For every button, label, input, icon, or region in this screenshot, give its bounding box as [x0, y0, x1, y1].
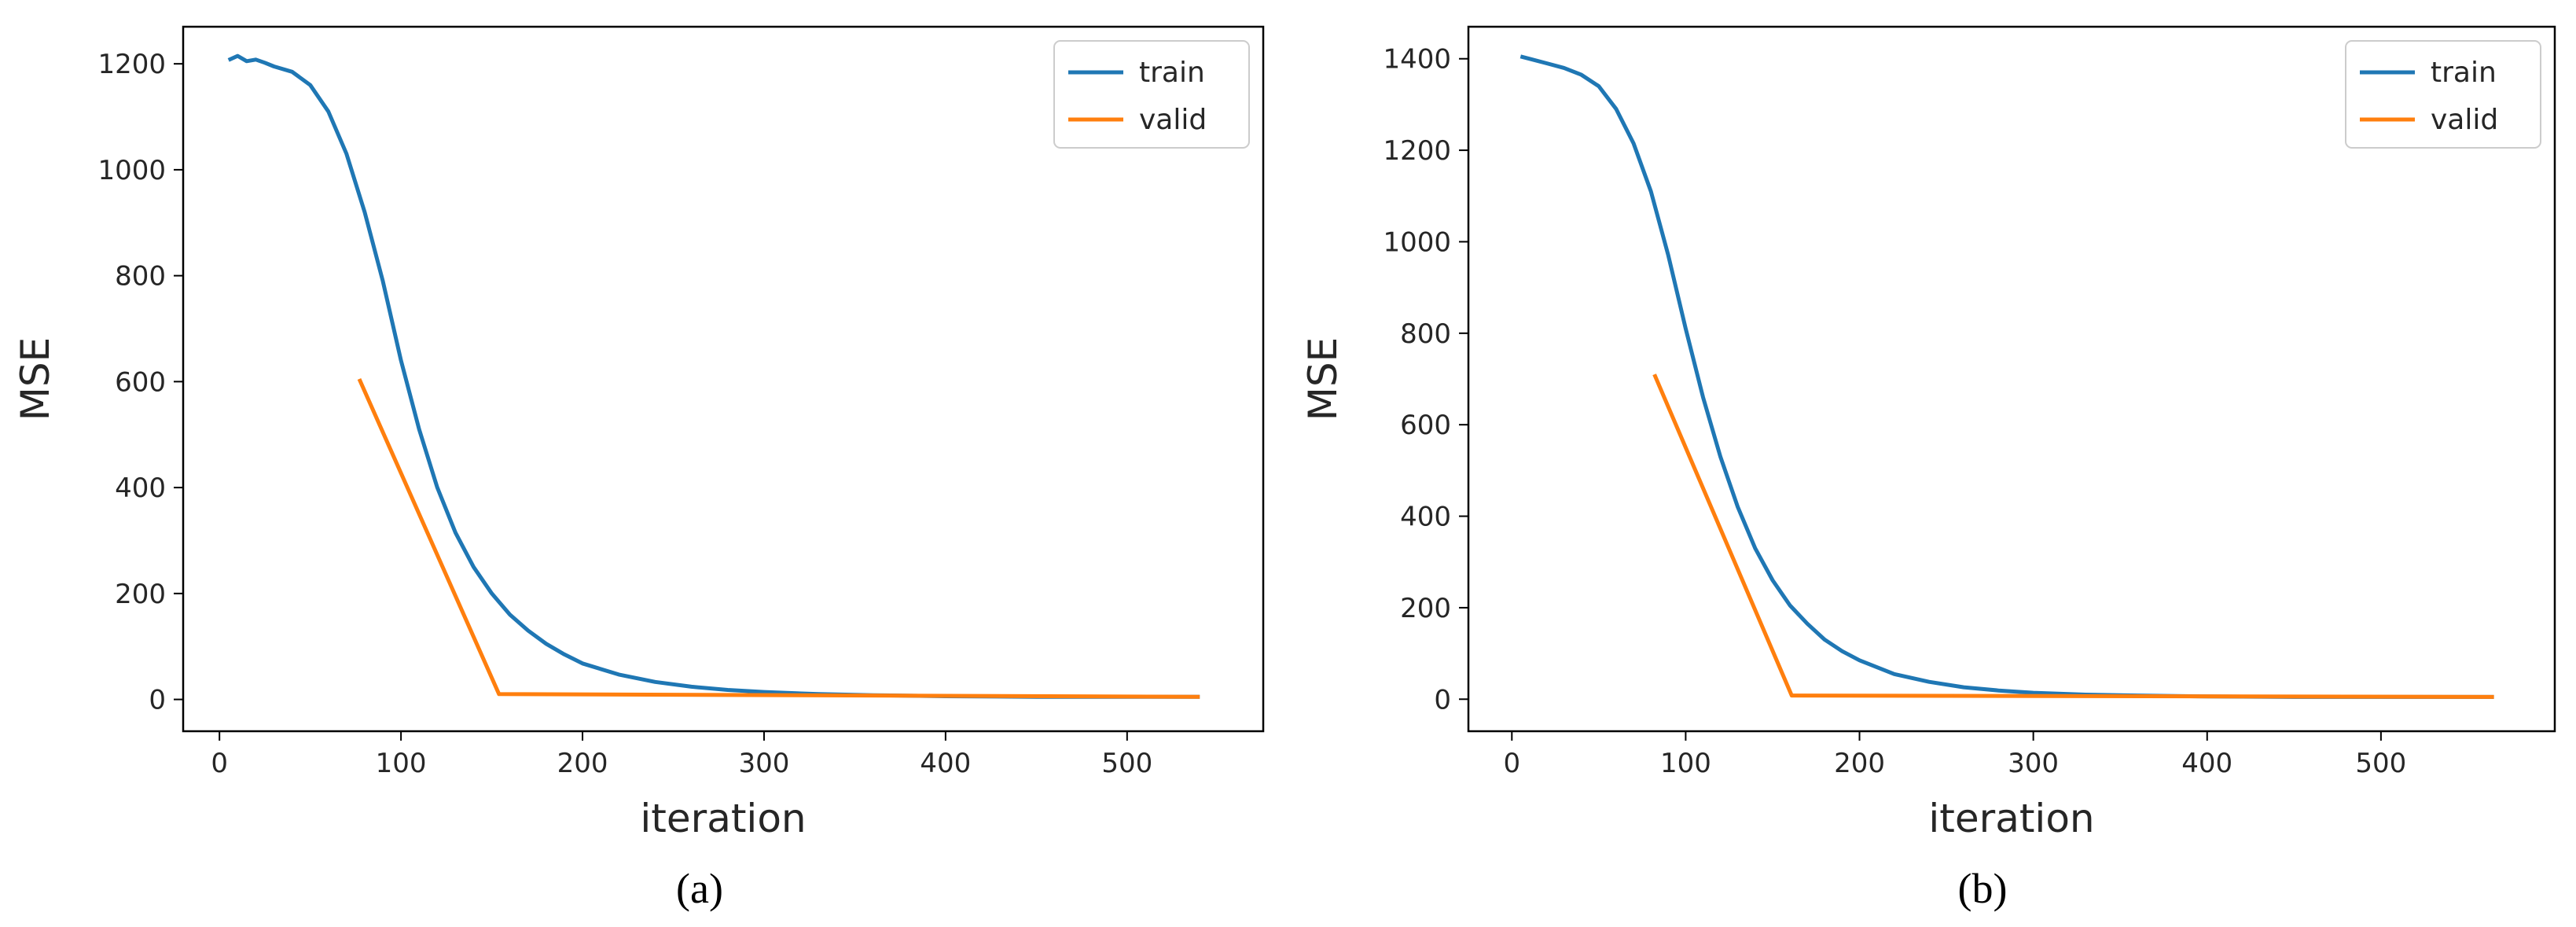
- y-tick-label: 200: [115, 579, 166, 610]
- y-tick-label: 400: [1400, 502, 1451, 533]
- legend: train valid: [1053, 40, 1250, 149]
- y-tick-label: 1400: [1383, 44, 1451, 75]
- y-tick-label: 800: [115, 261, 166, 292]
- y-tick-label: 1200: [1383, 135, 1451, 167]
- y-tick-label: 200: [1400, 593, 1451, 624]
- axes-frame: [182, 25, 1265, 733]
- legend-label-train: train: [1139, 57, 1205, 89]
- chart-panel-b: 0 100 200 300 400 500 0 200 400 600 800 1000 1200 140…: [1300, 25, 2556, 912]
- y-tick-label: 1200: [97, 49, 166, 80]
- x-tick-label: 300: [2008, 748, 2059, 779]
- x-tick-label: 0: [1503, 748, 1520, 779]
- y-tick-label: 800: [1400, 318, 1451, 350]
- x-tick-label: 500: [1101, 748, 1152, 779]
- y-tick-label: 600: [115, 366, 166, 398]
- axes-frame: [1467, 25, 2556, 733]
- y-axis-label: MSE: [13, 337, 58, 421]
- y-tick-label: 0: [149, 685, 166, 716]
- legend: train valid: [2345, 40, 2541, 149]
- legend-label-valid: valid: [2431, 104, 2498, 136]
- series-line-valid: [357, 377, 1200, 699]
- panel-caption: (b): [1958, 865, 2008, 912]
- x-tick-label: 300: [739, 748, 790, 779]
- x-tick-label: 400: [2181, 748, 2232, 779]
- y-tick-label: 1000: [1383, 226, 1451, 258]
- x-axis-label: iteration: [1928, 796, 2094, 841]
- x-tick-label: 0: [211, 748, 228, 779]
- x-tick-label: 100: [376, 748, 427, 779]
- y-tick-label: 400: [115, 473, 166, 504]
- series-line-valid: [1652, 373, 2494, 699]
- x-tick-label: 500: [2355, 748, 2406, 779]
- x-tick-label: 400: [920, 748, 971, 779]
- chart-panel-a: 0 100 200 300 400 500 0 200 400 600 800 1000 1200 ite…: [13, 25, 1265, 912]
- legend-label-train: train: [2431, 57, 2497, 89]
- y-tick-label: 0: [1434, 684, 1451, 715]
- y-axis-label: MSE: [1300, 337, 1346, 421]
- y-tick-label: 600: [1400, 410, 1451, 441]
- legend-label-valid: valid: [1139, 104, 1207, 136]
- x-tick-label: 200: [1834, 748, 1885, 779]
- x-tick-label: 100: [1660, 748, 1711, 779]
- x-axis-label: iteration: [640, 796, 806, 841]
- series-line-train: [227, 53, 1200, 699]
- x-tick-label: 200: [557, 748, 608, 779]
- y-tick-label: 1000: [97, 155, 166, 186]
- panel-caption: (a): [676, 865, 723, 912]
